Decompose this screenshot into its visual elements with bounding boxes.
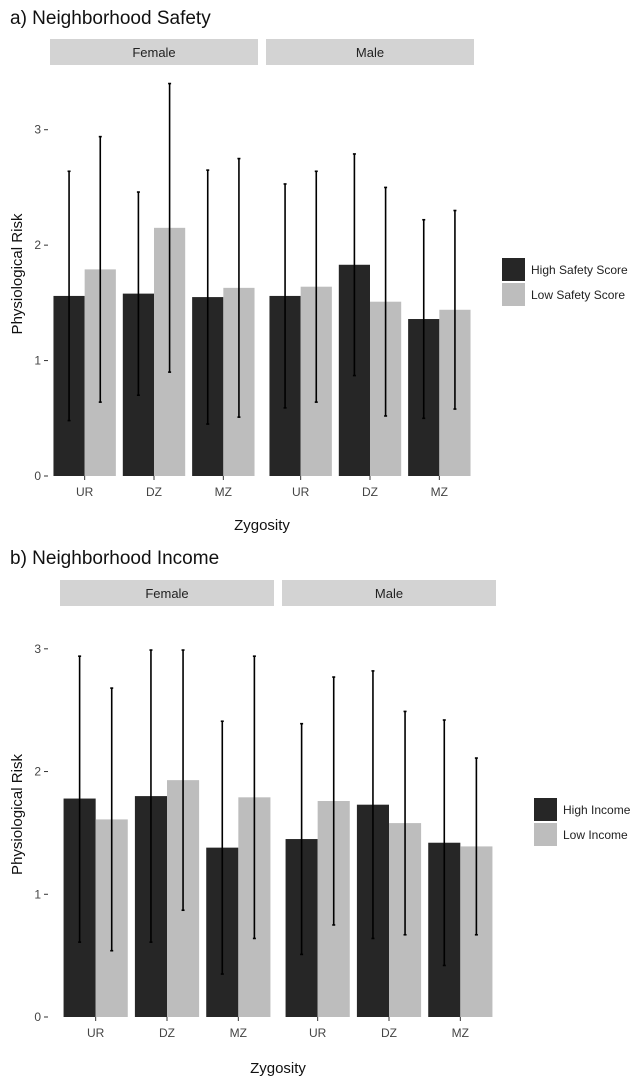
y-tick-label: 1 xyxy=(34,354,41,368)
x-tick-label: UR xyxy=(76,485,94,499)
x-axis-label: Zygosity xyxy=(250,1060,306,1077)
facet-label: Male xyxy=(356,45,384,60)
x-tick-label: MZ xyxy=(215,485,232,499)
legend-swatch xyxy=(534,823,557,846)
y-tick-label: 0 xyxy=(34,1010,41,1024)
x-tick-label: MZ xyxy=(230,1026,247,1040)
y-tick-label: 2 xyxy=(34,238,41,252)
chart-neighborhood-income: Female Male 0 1 2 3 Physiological Risk Zygosity… xyxy=(9,580,631,1077)
x-tick-label: DZ xyxy=(146,485,162,499)
panel-neighborhood-income: b) Neighborhood Income Female Male 0 1 2 3 Phy… xyxy=(0,540,638,1080)
x-tick-label: UR xyxy=(292,485,310,499)
x-tick-label: MZ xyxy=(452,1026,469,1040)
panel-neighborhood-safety: a) Neighborhood Safety Female Male 0 1 2 3 Phy… xyxy=(9,8,628,534)
chart-title: b) Neighborhood Income xyxy=(10,548,220,569)
legend-label: Low Income xyxy=(563,828,628,842)
y-tick-label: 2 xyxy=(34,765,41,779)
chart-neighborhood-safety: Female Male 0 1 2 3 Physiological Risk Zygosity… xyxy=(9,39,628,534)
x-tick-label: DZ xyxy=(381,1026,397,1040)
facet-label: Male xyxy=(375,586,403,601)
facet-strip xyxy=(282,580,496,606)
facet-strip xyxy=(60,580,274,606)
legend-label: High Safety Score xyxy=(531,263,628,277)
y-tick-label: 3 xyxy=(34,642,41,656)
x-tick-label: DZ xyxy=(159,1026,175,1040)
facet-label: Female xyxy=(145,586,188,601)
y-axis-label: Physiological Risk xyxy=(9,213,26,334)
x-tick-label: MZ xyxy=(431,485,448,499)
x-tick-label: DZ xyxy=(362,485,378,499)
x-tick-label: UR xyxy=(87,1026,105,1040)
y-tick-label: 1 xyxy=(34,887,41,901)
y-tick-label: 3 xyxy=(34,123,41,137)
legend-swatch xyxy=(502,283,525,306)
legend-label: Low Safety Score xyxy=(531,288,625,302)
x-axis-label: Zygosity xyxy=(234,517,290,534)
legend-swatch xyxy=(534,798,557,821)
facet-strip xyxy=(266,39,474,65)
facet-label: Female xyxy=(132,45,175,60)
facet-strip xyxy=(50,39,258,65)
legend-swatch xyxy=(502,258,525,281)
legend-label: High Income xyxy=(563,803,631,817)
chart-title: a) Neighborhood Safety xyxy=(10,8,211,29)
x-tick-label: UR xyxy=(309,1026,327,1040)
y-tick-label: 0 xyxy=(34,469,41,483)
y-axis-label: Physiological Risk xyxy=(9,754,26,875)
